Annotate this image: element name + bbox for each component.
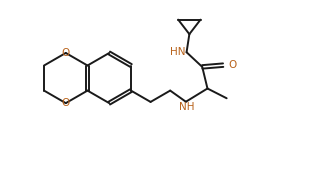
- Text: O: O: [228, 60, 236, 70]
- Text: NH: NH: [179, 102, 194, 112]
- Text: HN: HN: [170, 47, 185, 57]
- Text: O: O: [62, 98, 70, 108]
- Text: O: O: [62, 48, 70, 58]
